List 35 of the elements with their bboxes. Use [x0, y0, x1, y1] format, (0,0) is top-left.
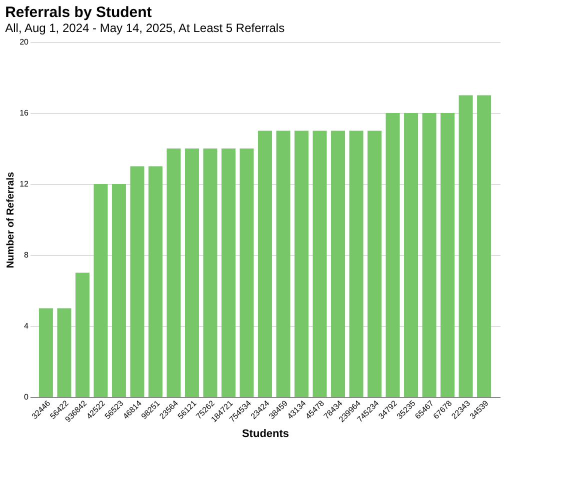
bar [349, 130, 364, 397]
bar [294, 130, 309, 397]
bar [221, 148, 236, 397]
bar [203, 148, 218, 397]
bar [57, 308, 72, 397]
y-tick-label: 12 [20, 180, 30, 188]
bar [38, 308, 53, 397]
y-tick-label: 0 [24, 392, 30, 402]
bar [166, 148, 181, 397]
bar [386, 113, 400, 397]
bar [75, 272, 90, 397]
bar [130, 166, 144, 397]
bar [258, 130, 272, 397]
bar [368, 130, 382, 397]
bar [331, 130, 346, 397]
bar [148, 166, 162, 397]
bar [404, 113, 418, 397]
bar [440, 113, 455, 397]
bar [240, 148, 254, 397]
x-axis-title: Students [242, 428, 290, 440]
bar [276, 130, 290, 397]
bar [112, 184, 126, 397]
bar [477, 95, 492, 397]
y-axis-title: Number of Referrals [6, 171, 17, 268]
bar [312, 130, 327, 397]
chart-title: Referrals by Student [5, 4, 152, 21]
y-tick-label: 8 [24, 250, 30, 260]
chart-subtitle: All, Aug 1, 2024 - May 14, 2025, At Least 5 Referrals [5, 21, 285, 35]
y-tick-label: 4 [24, 322, 30, 330]
bar [458, 95, 473, 397]
y-tick-label: 20 [20, 38, 30, 46]
y-tick-label: 16 [20, 108, 30, 118]
bar [422, 113, 436, 397]
bar [94, 184, 108, 397]
bar [184, 148, 199, 397]
